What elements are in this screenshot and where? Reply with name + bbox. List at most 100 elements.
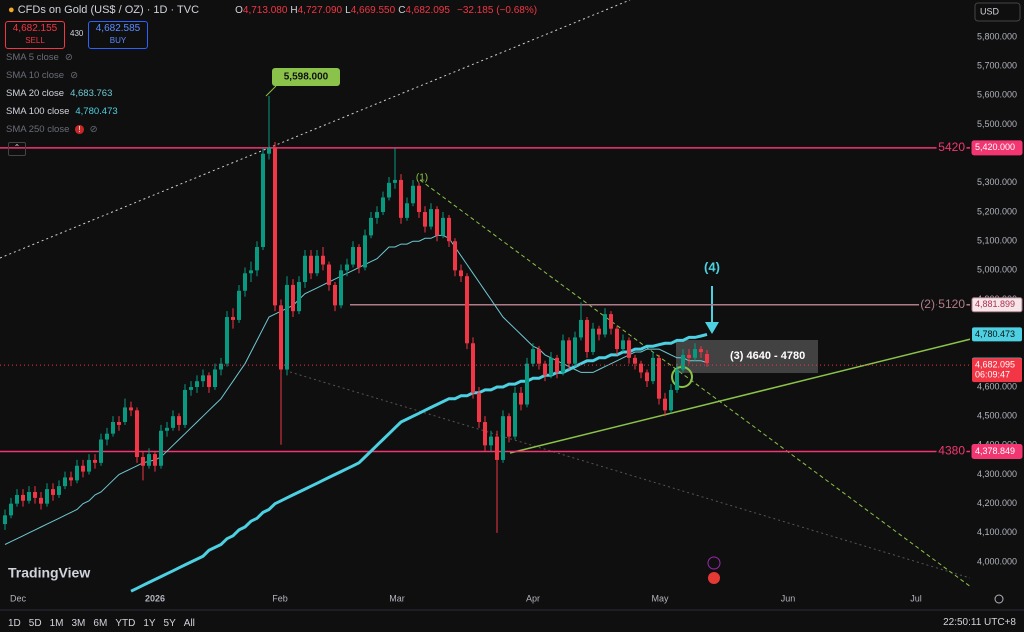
candle-body (255, 247, 259, 271)
legend-item[interactable]: SMA 20 close 4,683.763 (6, 88, 112, 99)
collapse-button[interactable]: ⌃ (8, 142, 26, 156)
candle-body (507, 416, 511, 437)
buy-button[interactable]: 4,682.585 BUY (88, 21, 148, 49)
ohlc-value: 4,713.080 (242, 5, 288, 16)
candle-body (207, 375, 211, 388)
candle-body (531, 349, 535, 364)
candle-body (45, 489, 49, 504)
candle-body (513, 392, 517, 437)
range-button[interactable]: 1M (49, 618, 64, 629)
range-button[interactable]: 1D (8, 618, 21, 629)
candle-body (327, 264, 331, 285)
arrow-head (705, 322, 719, 334)
legend-value: 4,780.473 (75, 106, 118, 117)
y-tick-label: 4,200.000 (977, 498, 1017, 508)
range-button[interactable]: 5D (28, 618, 42, 629)
sell-label[interactable]: SELL (25, 36, 45, 45)
candle-body (219, 363, 223, 370)
candle-body (357, 247, 361, 268)
trend-line (419, 179, 976, 591)
currency[interactable]: USD (980, 6, 1000, 16)
candle-body (537, 349, 541, 364)
candle-body (9, 503, 13, 516)
annotation: (4) (704, 259, 720, 274)
range-button[interactable]: 1Y (143, 618, 156, 629)
symbol[interactable]: CFDs on Gold (US$ / OZ) · 1D · TVC (17, 4, 200, 16)
candle-body (621, 340, 625, 350)
level-badge (971, 140, 1023, 156)
candle-body (93, 459, 97, 463)
callout-box (272, 68, 340, 86)
candle-body (417, 185, 421, 213)
ohlc-key: O (235, 5, 243, 16)
buy-label[interactable]: BUY (109, 36, 127, 45)
level-label: 4380 (938, 444, 965, 458)
legend-name[interactable]: SMA 20 close (6, 88, 65, 99)
x-tick-label: Dec (10, 593, 27, 603)
range-button[interactable]: 5Y (163, 618, 176, 629)
candle-body (585, 319, 589, 353)
y-tick-label: 5,100.000 (977, 236, 1017, 246)
candle-body (147, 454, 151, 466)
price-badge (972, 358, 1022, 383)
candle-body (75, 465, 79, 481)
candle-body (567, 340, 571, 364)
settings-icon[interactable] (994, 594, 1004, 604)
sma-badge-text: 4,780.473 (975, 329, 1015, 339)
header: ● CFDs on Gold (US$ / OZ) · 1D · TVC O4,… (8, 4, 537, 16)
candle-body (273, 147, 277, 306)
candle-body (525, 363, 529, 405)
legend-name[interactable]: SMA 10 close (6, 70, 65, 81)
level-label: 5420 (938, 140, 965, 154)
candle-body (129, 407, 133, 411)
candle-body (225, 317, 229, 364)
candle-body (543, 363, 547, 376)
candle-body (447, 217, 451, 242)
buy-price[interactable]: 4,682.585 (95, 23, 141, 34)
event-icon (707, 556, 721, 570)
candle-body (675, 369, 679, 390)
candle-body (573, 337, 577, 364)
sell-price[interactable]: 4,682.155 (12, 23, 58, 34)
candle-body (615, 328, 619, 350)
candle-body (591, 328, 595, 353)
legend-item[interactable]: SMA 100 close 4,780.473 (6, 106, 118, 117)
candle-body (705, 354, 709, 364)
range-button[interactable]: 6M (93, 618, 108, 629)
legend-item[interactable]: SMA 10 close ⊘ (6, 70, 78, 81)
legend-name[interactable]: SMA 5 close (6, 52, 59, 63)
candle-body (435, 209, 439, 236)
candle-body (3, 515, 7, 525)
range-button[interactable]: 3M (71, 618, 86, 629)
candle-body (579, 319, 583, 338)
candle-body (165, 427, 169, 431)
sell-button[interactable]: 4,682.155 SELL (5, 21, 65, 49)
range-button[interactable]: All (183, 618, 195, 629)
legend-item[interactable]: SMA 250 close! ⊘ (6, 124, 98, 135)
y-tick-label: 5,500.000 (977, 119, 1017, 129)
trend-line (289, 371, 971, 579)
y-tick-label: 5,600.000 (977, 90, 1017, 100)
price-badge-text: 4,682.095 (975, 359, 1015, 369)
y-tick-label: 4,300.000 (977, 469, 1017, 479)
currency-button[interactable] (974, 2, 1021, 22)
candle-body (549, 357, 553, 376)
candle-body (177, 416, 181, 425)
legend-item[interactable]: SMA 5 close ⊘ (6, 52, 73, 63)
candle-body (123, 407, 127, 423)
range-button[interactable]: YTD (115, 618, 136, 629)
sma-line (130, 332, 708, 593)
clock: 22:50:11 UTC+8 (943, 617, 1016, 628)
candle-body (699, 349, 703, 353)
candle-body (471, 343, 475, 393)
candle-body (687, 354, 691, 358)
legend-name[interactable]: SMA 250 close (6, 124, 70, 135)
candle-body (453, 241, 457, 271)
candle-body (111, 422, 115, 434)
candle-body (399, 179, 403, 218)
candle-body (483, 422, 487, 446)
ohlc-key: C (398, 5, 406, 16)
legend-name[interactable]: SMA 100 close (6, 106, 70, 117)
candle-body (183, 389, 187, 425)
